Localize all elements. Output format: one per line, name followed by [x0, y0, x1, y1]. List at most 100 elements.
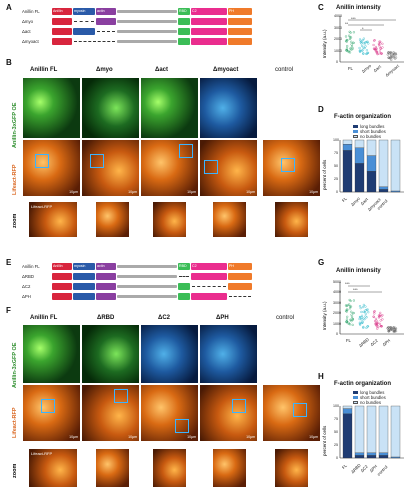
domain-anillin: Anillin: [52, 263, 72, 270]
bar-segment-short-bundles: [342, 408, 353, 414]
data-point: [366, 325, 369, 328]
domain-c2: C2: [191, 263, 227, 270]
y-tick: 3000: [333, 301, 341, 305]
deletion: [179, 276, 189, 277]
data-point: [374, 45, 378, 49]
data-point: [391, 327, 394, 331]
zoom-dact: [152, 201, 187, 238]
col-header: ΔRBD: [97, 315, 115, 321]
linker: [117, 20, 177, 23]
data-point: [350, 310, 353, 313]
data-point: [374, 322, 377, 325]
data-point: [362, 42, 365, 45]
zoom-fl: Lifeact-RFP: [28, 448, 78, 488]
col-header: control: [276, 315, 295, 321]
data-point: [352, 31, 355, 34]
data-point: [394, 52, 397, 55]
data-point: [348, 305, 352, 308]
data-point: [381, 46, 384, 49]
data-point: [380, 52, 383, 55]
anillin-intensity-plot-g: [339, 282, 404, 335]
roi-box: [293, 403, 307, 417]
bar-segment-no-bundles: [342, 139, 353, 145]
data-point: [365, 40, 368, 43]
y-tick: 0: [336, 60, 338, 64]
construct-label: ΔRBD: [22, 274, 34, 279]
micrograph-rfp-control: 10μm: [262, 139, 321, 197]
data-point: [380, 315, 383, 318]
data-point: [350, 313, 353, 316]
data-point: [360, 49, 364, 52]
y-axis-label: percent of cells: [322, 425, 327, 456]
col-header: Δmyoact: [213, 67, 239, 73]
bar-segment-short-bundles: [390, 456, 401, 459]
data-point: [362, 317, 365, 320]
construct-label: ΔPH: [22, 294, 31, 299]
scale-bar-label: 10μm: [246, 435, 255, 439]
domain-rbd: [178, 283, 190, 290]
row-label-gfp: Anillin-3xGFP OE: [12, 342, 18, 388]
panel-label-c: C: [318, 3, 324, 12]
data-point: [358, 46, 361, 50]
data-point: [348, 51, 352, 54]
bar-segment-no-bundles: [354, 139, 365, 148]
domain-rbd: RBD: [178, 263, 190, 270]
legend-swatch: [353, 401, 358, 404]
data-point: [378, 43, 381, 46]
domain-c2: [191, 293, 227, 300]
deletion: [97, 31, 115, 32]
data-point: [378, 45, 381, 48]
domain-c2: [191, 28, 227, 35]
zoom-dmyo: [95, 201, 130, 238]
roi-box: [179, 144, 193, 158]
data-point: [362, 52, 365, 55]
data-point: [390, 58, 393, 61]
data-point: [365, 326, 368, 329]
deletion: [74, 21, 94, 22]
legend-label: no bundles: [360, 400, 382, 405]
micrograph-gfp-dph: [199, 324, 258, 384]
data-point: [360, 314, 364, 317]
data-point: [359, 50, 362, 53]
legend-label: long bundles: [360, 124, 385, 129]
data-point: [387, 56, 390, 59]
micrograph-rfp-drbd: 10μm: [81, 384, 140, 442]
scale-bar-label: 10μm: [187, 435, 196, 439]
domain-myosin: [73, 273, 95, 280]
linker: [117, 265, 177, 268]
sig-mark: ***: [351, 16, 356, 21]
linker: [117, 10, 177, 13]
construct-label: Δmyoact: [22, 39, 39, 44]
domain-anillin: [52, 273, 72, 280]
domain-ph: [228, 28, 252, 35]
data-point: [361, 306, 365, 309]
data-point: [349, 305, 353, 308]
data-point: [364, 309, 367, 312]
row-label-gfp: Anillin-3xGFP OE: [12, 102, 18, 148]
bar-segment-no-bundles: [366, 139, 377, 156]
domain-actin: [96, 18, 116, 25]
scale-bar-label: 10μm: [246, 190, 255, 194]
data-point: [379, 52, 383, 55]
micrograph-rfp-fl: 10μm: [22, 139, 81, 197]
construct-label: Δact: [22, 29, 31, 34]
panel-label-f: F: [6, 306, 11, 315]
data-point: [345, 38, 348, 42]
data-point: [349, 47, 352, 50]
y-tick: 2000: [334, 37, 342, 41]
y-tick: 75: [334, 417, 338, 421]
domain-rbd: RBD: [178, 8, 190, 15]
zoom-dph: [212, 448, 247, 488]
chart-title: Anillin intensity: [336, 268, 381, 274]
legend-swatch: [353, 391, 358, 394]
data-point: [348, 323, 352, 326]
domain-anillin: [52, 18, 72, 25]
data-point: [362, 325, 365, 329]
data-point: [351, 47, 355, 50]
roi-box: [281, 158, 295, 172]
domain-actin: [96, 293, 116, 300]
data-point: [393, 329, 396, 332]
data-point: [350, 47, 353, 50]
data-point: [376, 327, 379, 330]
y-tick: 0: [336, 456, 338, 460]
